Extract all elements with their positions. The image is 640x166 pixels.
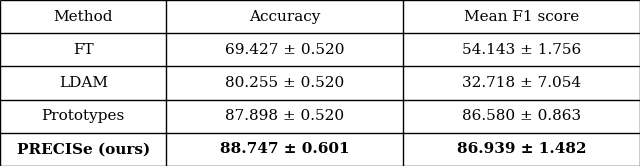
Text: Method: Method	[54, 10, 113, 24]
Text: Prototypes: Prototypes	[42, 109, 125, 123]
Text: 69.427 ± 0.520: 69.427 ± 0.520	[225, 43, 344, 57]
Text: 87.898 ± 0.520: 87.898 ± 0.520	[225, 109, 344, 123]
Text: 54.143 ± 1.756: 54.143 ± 1.756	[462, 43, 581, 57]
Text: Accuracy: Accuracy	[249, 10, 321, 24]
Text: 88.747 ± 0.601: 88.747 ± 0.601	[220, 142, 349, 156]
Text: PRECISe (ours): PRECISe (ours)	[17, 142, 150, 156]
Text: 32.718 ± 7.054: 32.718 ± 7.054	[462, 76, 581, 90]
Text: 80.255 ± 0.520: 80.255 ± 0.520	[225, 76, 344, 90]
Text: 86.580 ± 0.863: 86.580 ± 0.863	[462, 109, 581, 123]
Text: LDAM: LDAM	[59, 76, 108, 90]
Text: FT: FT	[73, 43, 93, 57]
Text: Mean F1 score: Mean F1 score	[464, 10, 579, 24]
Text: 86.939 ± 1.482: 86.939 ± 1.482	[457, 142, 586, 156]
